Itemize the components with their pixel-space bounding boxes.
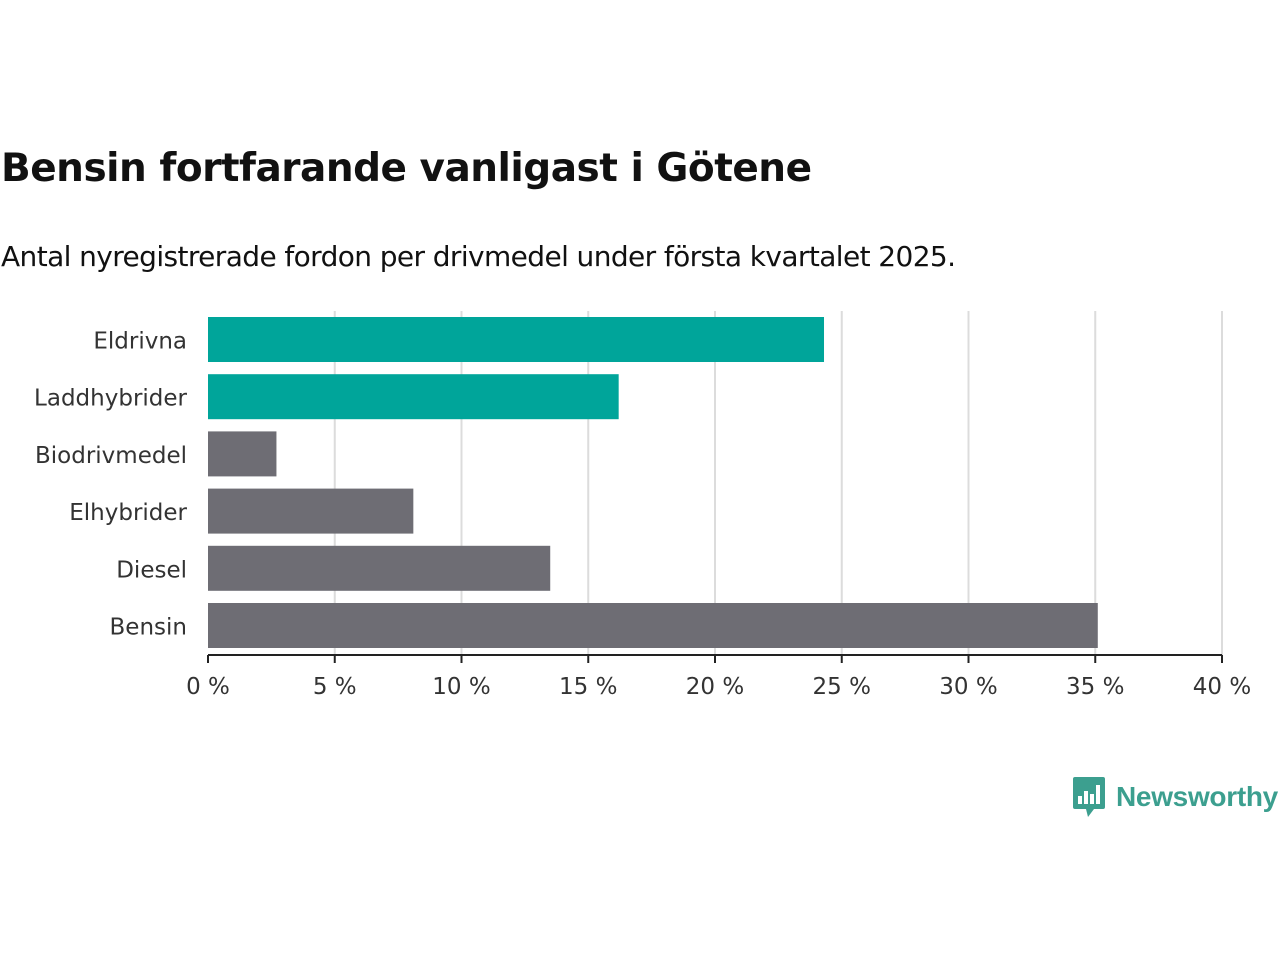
x-tick-label-2: 10 % — [432, 674, 490, 700]
category-label-bensin: Bensin — [110, 615, 187, 641]
x-tick-label-0: 0 % — [186, 674, 230, 700]
x-tick-label-4: 20 % — [686, 674, 744, 700]
brand-logo: Newsworthy — [1072, 776, 1278, 818]
x-tick-label-7: 35 % — [1066, 674, 1124, 700]
category-label-biodrivmedel: Biodrivmedel — [35, 443, 187, 469]
category-label-diesel: Diesel — [116, 557, 187, 583]
chart-title: Bensin fortfarande vanligast i Götene — [1, 146, 812, 191]
bar-biodrivmedel — [208, 431, 277, 477]
bar-diesel — [208, 545, 551, 591]
x-tick-label-6: 30 % — [939, 674, 997, 700]
bar-eldrivna — [208, 317, 825, 362]
x-tick-label-5: 25 % — [813, 674, 871, 700]
x-tick-label-8: 40 % — [1193, 674, 1251, 700]
chart-subtitle: Antal nyregistrerade fordon per drivmede… — [1, 240, 956, 273]
category-label-elhybrider: Elhybrider — [69, 500, 187, 526]
bar-bensin — [208, 603, 1098, 648]
bar-laddhybrider — [208, 374, 619, 420]
x-tick-label-1: 5 % — [313, 674, 357, 700]
bar-elhybrider — [208, 488, 414, 534]
x-tick-label-3: 15 % — [559, 674, 617, 700]
category-label-laddhybrider: Laddhybrider — [34, 386, 187, 412]
bar-chart-speech-bubble-icon — [1073, 777, 1105, 817]
brand-name: Newsworthy — [1116, 781, 1278, 812]
category-label-eldrivna: Eldrivna — [93, 329, 187, 355]
